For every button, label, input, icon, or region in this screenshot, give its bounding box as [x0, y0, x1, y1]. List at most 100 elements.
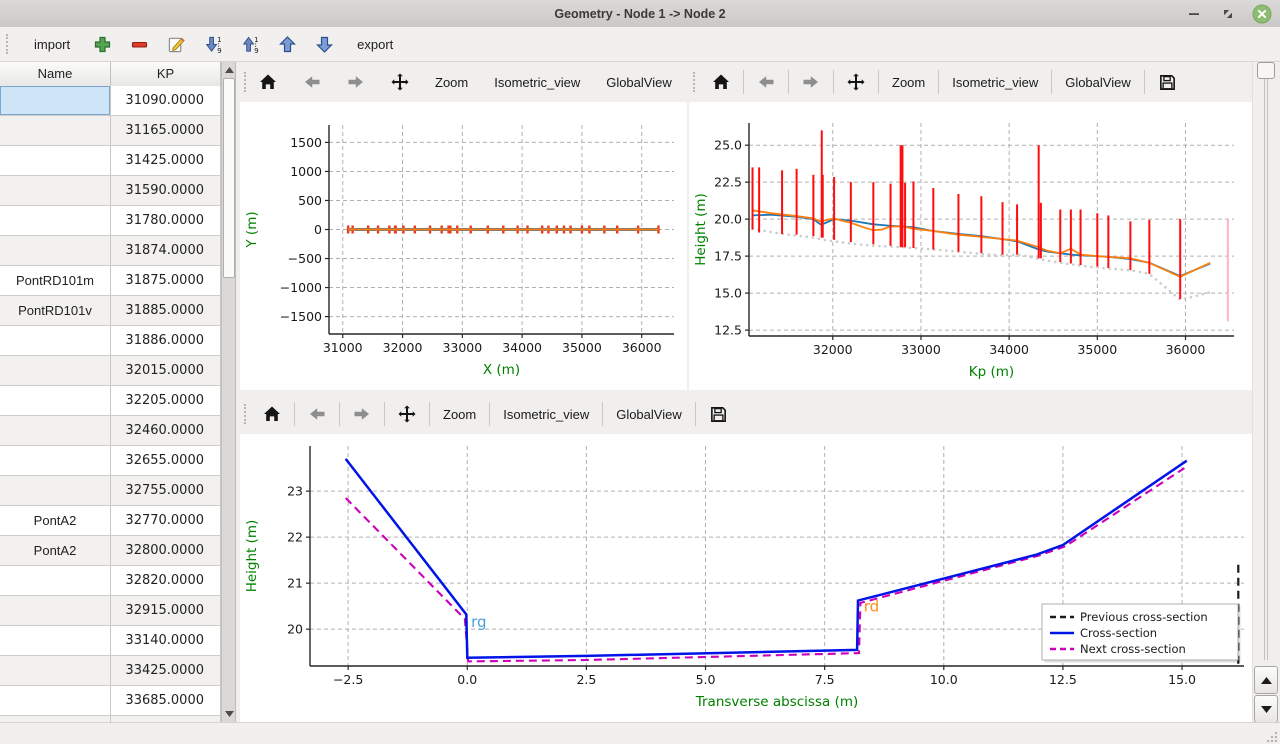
name-cell[interactable]	[0, 716, 111, 722]
kp-cell[interactable]: 31425.0000	[111, 146, 221, 175]
kp-cell[interactable]: 33685.0000	[111, 686, 221, 715]
edit-row-button[interactable]	[164, 33, 189, 56]
kp-cell[interactable]: 32015.0000	[111, 356, 221, 385]
longitudinal-profile-plot[interactable]: 32000 33000 34000 35000 36000 12.5 15.0 17.5 20.…	[689, 102, 1252, 390]
vertical-slider-thumb[interactable]	[1257, 62, 1275, 79]
profile-zoom-button[interactable]: Zoom	[892, 74, 926, 90]
plan-home-button[interactable]	[250, 69, 286, 95]
restore-button[interactable]	[1218, 4, 1238, 24]
name-cell[interactable]: PontA2	[0, 536, 111, 565]
resize-grip-icon[interactable]	[1265, 729, 1278, 742]
name-cell[interactable]	[0, 446, 111, 475]
kp-cell[interactable]: 33425.0000	[111, 656, 221, 685]
name-cell[interactable]	[0, 626, 111, 655]
cross-pan-button[interactable]	[389, 401, 425, 427]
name-cell[interactable]	[0, 656, 111, 685]
toolbar-drag-grip[interactable]	[6, 34, 12, 54]
export-button[interactable]: export	[357, 36, 394, 52]
kp-cell[interactable]: 32770.0000	[111, 506, 221, 535]
cross-zoom-button[interactable]: Zoom	[443, 406, 477, 422]
plan-global-button[interactable]: GlobalView	[606, 74, 672, 90]
name-cell[interactable]	[0, 206, 111, 235]
delete-row-button[interactable]	[127, 33, 152, 56]
name-cell[interactable]	[0, 596, 111, 625]
name-cell[interactable]: PontRD101v	[0, 296, 111, 325]
kp-cell[interactable]: 31090.0000	[111, 86, 221, 115]
toolbar-drag-grip[interactable]	[244, 72, 246, 92]
toolbar-separator	[833, 70, 834, 94]
profile-save-button[interactable]	[1149, 69, 1186, 95]
import-button[interactable]: import	[34, 36, 71, 52]
plan-back-button[interactable]	[294, 69, 330, 95]
name-cell[interactable]	[0, 686, 111, 715]
kp-cell[interactable]: 31590.0000	[111, 176, 221, 205]
name-cell[interactable]	[0, 176, 111, 205]
toolbar-drag-grip[interactable]	[693, 72, 699, 92]
next-section-button[interactable]	[1254, 695, 1278, 723]
plan-isometric-button[interactable]: Isometric_view	[494, 74, 581, 90]
vertical-slider-track[interactable]	[1264, 78, 1268, 660]
close-button[interactable]	[1252, 4, 1272, 24]
profile-forward-button[interactable]	[793, 69, 829, 95]
kp-cell[interactable]: 31886.0000	[111, 326, 221, 355]
kp-cell[interactable]: 32205.0000	[111, 386, 221, 415]
back-icon	[308, 405, 326, 423]
kp-cell[interactable]: 31165.0000	[111, 116, 221, 145]
name-cell[interactable]	[0, 476, 111, 505]
kp-cell[interactable]: 32915.0000	[111, 596, 221, 625]
cross-section-plot[interactable]: −2.5 0.0 2.5 5.0 7.5 10.0 12.5 15.0 20 21 22 23 Tran…	[240, 434, 1252, 722]
window-titlebar[interactable]: Geometry - Node 1 -> Node 2	[0, 0, 1280, 28]
plan-view-plot[interactable]: 31000 32000 33000 34000 35000 36000 −1500 −1000…	[240, 102, 687, 390]
profile-isometric-button[interactable]: Isometric_view	[952, 74, 1039, 90]
name-cell[interactable]	[0, 326, 111, 355]
column-header-name[interactable]: Name	[0, 62, 111, 86]
name-cell[interactable]	[0, 236, 111, 265]
kp-cell[interactable]: 32800.0000	[111, 536, 221, 565]
kp-cell[interactable]: 31780.0000	[111, 206, 221, 235]
profile-home-button[interactable]	[703, 69, 739, 95]
name-cell[interactable]	[0, 416, 111, 445]
name-cell[interactable]: PontRD101m	[0, 266, 111, 295]
scroll-down-button[interactable]	[222, 706, 235, 722]
column-header-kp[interactable]: KP	[111, 62, 221, 86]
cross-global-button[interactable]: GlobalView	[616, 406, 682, 422]
table-scrollbar[interactable]	[221, 62, 235, 722]
profile-pan-button[interactable]	[838, 69, 874, 95]
kp-cell[interactable]: 32820.0000	[111, 566, 221, 595]
name-cell[interactable]	[0, 86, 111, 115]
cross-forward-button[interactable]	[344, 401, 380, 427]
plan-zoom-button[interactable]: Zoom	[435, 74, 469, 90]
kp-cell[interactable]: 31874.0000	[111, 236, 221, 265]
scroll-up-button[interactable]	[222, 62, 235, 78]
kp-cell[interactable]: 32755.0000	[111, 476, 221, 505]
add-row-button[interactable]	[90, 33, 115, 56]
kp-cell[interactable]: 31885.0000	[111, 296, 221, 325]
plan-pan-button[interactable]	[382, 69, 418, 95]
cross-isometric-button[interactable]: Isometric_view	[503, 406, 590, 422]
kp-cell[interactable]: 32655.0000	[111, 446, 221, 475]
previous-section-button[interactable]	[1254, 666, 1278, 694]
kp-cell[interactable]	[111, 716, 221, 722]
cross-back-button[interactable]	[299, 401, 335, 427]
name-cell[interactable]	[0, 116, 111, 145]
scrollbar-thumb[interactable]	[223, 78, 235, 278]
cross-save-button[interactable]	[700, 401, 737, 427]
name-cell[interactable]: PontA2	[0, 506, 111, 535]
cross-home-button[interactable]	[254, 401, 290, 427]
name-cell[interactable]	[0, 146, 111, 175]
minimize-button[interactable]	[1184, 4, 1204, 24]
name-cell[interactable]	[0, 386, 111, 415]
kp-cell[interactable]: 31875.0000	[111, 266, 221, 295]
kp-cell[interactable]: 33140.0000	[111, 626, 221, 655]
plan-forward-button[interactable]	[338, 69, 374, 95]
move-up-button[interactable]	[275, 33, 300, 56]
name-cell[interactable]	[0, 566, 111, 595]
profile-back-button[interactable]	[748, 69, 784, 95]
move-down-button[interactable]	[312, 33, 337, 56]
profile-global-button[interactable]: GlobalView	[1065, 74, 1131, 90]
name-cell[interactable]	[0, 356, 111, 385]
kp-cell[interactable]: 32460.0000	[111, 416, 221, 445]
toolbar-drag-grip[interactable]	[244, 404, 250, 424]
